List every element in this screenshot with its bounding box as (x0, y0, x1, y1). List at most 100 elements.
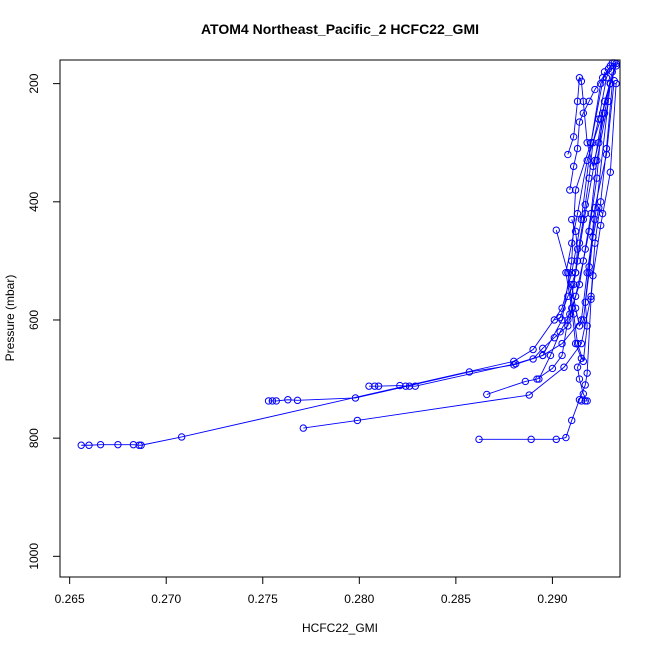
data-point (353, 416, 362, 425)
data-point (558, 351, 566, 360)
data-point (564, 269, 572, 277)
series-line (538, 101, 609, 380)
data-point (579, 215, 588, 224)
x-axis-label: HCFC22_GMI (302, 621, 378, 635)
data-point (552, 435, 560, 444)
data-point (587, 295, 595, 303)
data-point (272, 397, 280, 405)
data-point (512, 360, 520, 368)
series-line (554, 62, 613, 321)
data-point (527, 435, 535, 444)
data-point (546, 351, 555, 360)
data-point (571, 269, 580, 277)
data-point (595, 139, 603, 147)
data-point (137, 441, 145, 449)
data-point (593, 156, 601, 165)
series-line (303, 62, 615, 429)
data-point (568, 215, 576, 224)
data-point (566, 186, 574, 194)
data-point (579, 357, 588, 366)
data-point (562, 433, 570, 442)
data-point (583, 369, 591, 377)
data-point (604, 97, 613, 106)
data-point (573, 339, 582, 348)
data-point (581, 201, 589, 209)
data-point (583, 156, 591, 165)
data-point (85, 441, 93, 449)
data-point (374, 382, 383, 390)
data-point (575, 118, 584, 126)
data-point (475, 435, 483, 444)
data-point (114, 440, 122, 449)
data-point (556, 328, 564, 336)
data-point (268, 397, 277, 405)
data-point (293, 396, 302, 405)
data-point (575, 375, 584, 383)
y-tick-label: 200 (27, 73, 41, 93)
x-tick-label: 0.280 (344, 592, 374, 606)
data-point (552, 226, 560, 234)
data-point (401, 382, 410, 390)
data-point (585, 174, 593, 182)
data-point (602, 150, 611, 159)
data-point (575, 322, 584, 330)
data-point (596, 115, 605, 123)
series-12 (566, 65, 613, 194)
data-point (569, 280, 578, 289)
data-point (529, 355, 537, 363)
data-point (575, 74, 584, 82)
data-point (533, 375, 541, 383)
data-point (562, 269, 570, 277)
series-line (567, 76, 611, 167)
series-layer (77, 59, 620, 449)
x-tick-label: 0.265 (55, 592, 85, 606)
data-point (583, 139, 591, 147)
data-point (77, 441, 85, 449)
data-point (573, 257, 582, 265)
data-point (573, 144, 582, 153)
data-point (299, 424, 308, 432)
data-point (569, 162, 578, 171)
series-0 (77, 62, 615, 449)
data-point (598, 209, 607, 218)
data-point (579, 109, 588, 117)
data-point (571, 292, 580, 301)
data-point (371, 382, 379, 390)
data-point (568, 280, 576, 289)
data-point (351, 394, 360, 402)
data-point (591, 85, 599, 94)
data-point (600, 109, 609, 117)
x-tick-label: 0.285 (441, 592, 471, 606)
data-point (177, 433, 186, 441)
data-point (564, 150, 572, 159)
x-tick-label: 0.270 (151, 592, 181, 606)
data-point (539, 351, 547, 360)
data-point (135, 441, 143, 449)
data-point (598, 74, 607, 82)
data-point (521, 377, 530, 386)
data-point (558, 316, 566, 324)
data-point (365, 382, 373, 390)
data-point (558, 339, 566, 348)
data-point (581, 397, 589, 405)
series-4 (475, 79, 620, 444)
data-point (535, 375, 543, 383)
data-point (129, 440, 138, 449)
data-point (569, 133, 578, 141)
data-point (602, 74, 611, 82)
data-point (579, 390, 588, 398)
series-line (268, 63, 617, 402)
data-point (581, 245, 589, 253)
y-tick-label: 1000 (27, 543, 41, 570)
y-tick-label: 800 (27, 428, 41, 448)
data-point (571, 339, 580, 348)
data-point (606, 79, 615, 88)
data-point (539, 344, 547, 353)
data-point (560, 363, 568, 371)
series-line (81, 65, 611, 446)
data-point (264, 397, 273, 405)
chart-title: ATOM4 Northeast_Pacific_2 HCFC22_GMI (201, 21, 479, 37)
data-point (579, 316, 588, 324)
data-point (589, 139, 597, 147)
